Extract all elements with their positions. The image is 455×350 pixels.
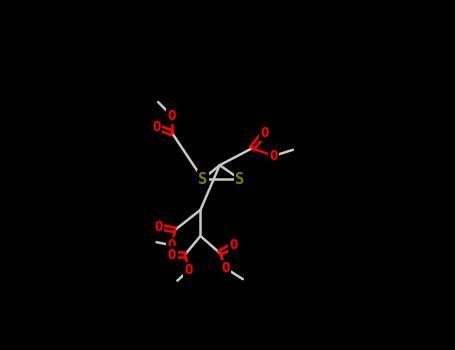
Text: S: S — [198, 172, 207, 187]
Text: O: O — [222, 261, 230, 275]
Text: O: O — [168, 247, 176, 261]
Text: O: O — [168, 238, 176, 252]
Text: O: O — [185, 263, 193, 277]
Text: O: O — [269, 149, 278, 163]
Text: O: O — [229, 238, 238, 252]
Text: O: O — [152, 120, 161, 134]
Text: O: O — [168, 109, 176, 123]
Text: O: O — [260, 126, 268, 140]
Text: S: S — [235, 172, 244, 187]
Text: O: O — [154, 220, 162, 234]
